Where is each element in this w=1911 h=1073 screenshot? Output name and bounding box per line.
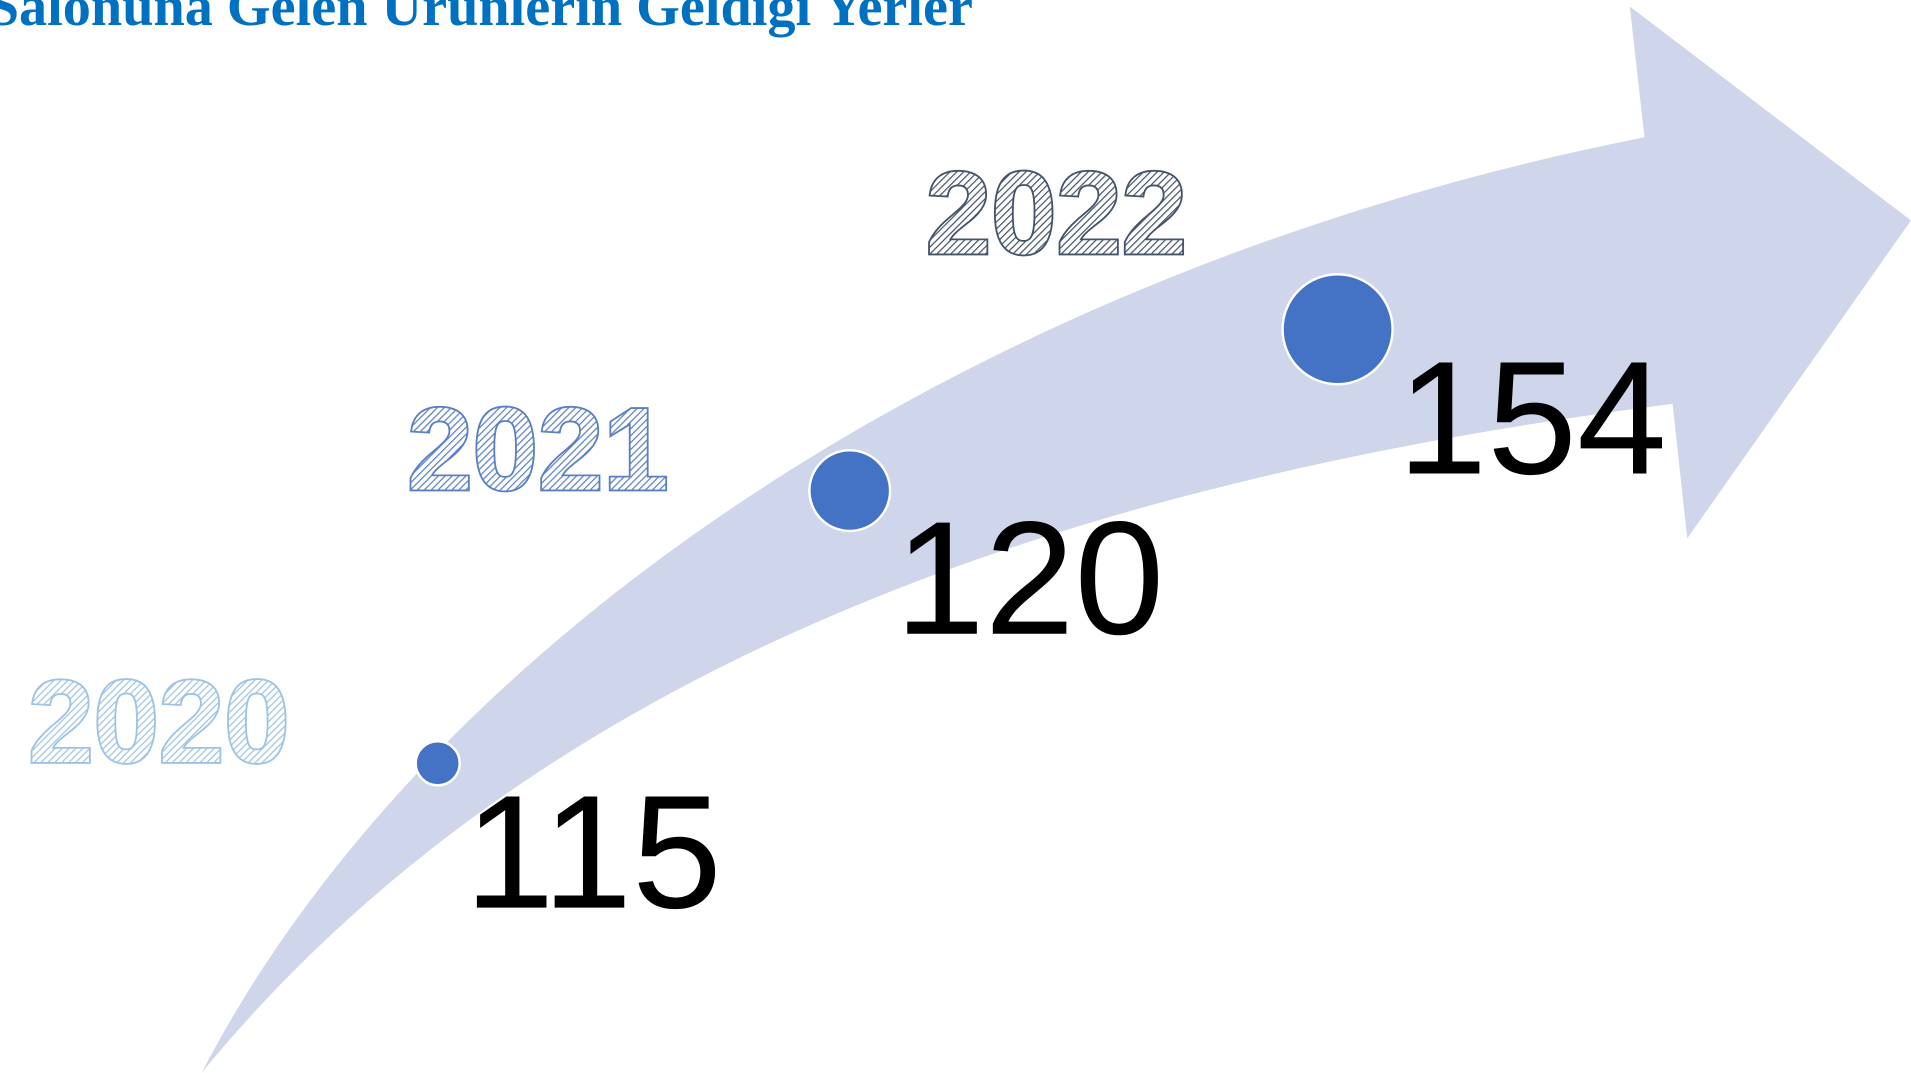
value: 120 [895, 489, 1164, 669]
marker [808, 449, 892, 533]
marker [1281, 273, 1394, 386]
title: Salonuna Gelen Ürünlerin Geldiği Yerler [0, 0, 973, 38]
year: 2021 [407, 383, 668, 514]
marker [414, 740, 461, 787]
value: 115 [465, 763, 722, 943]
year: 2020 [28, 656, 289, 787]
value: 154 [1397, 329, 1666, 509]
year: 2022 [926, 147, 1187, 278]
arrow [201, 6, 1911, 1073]
